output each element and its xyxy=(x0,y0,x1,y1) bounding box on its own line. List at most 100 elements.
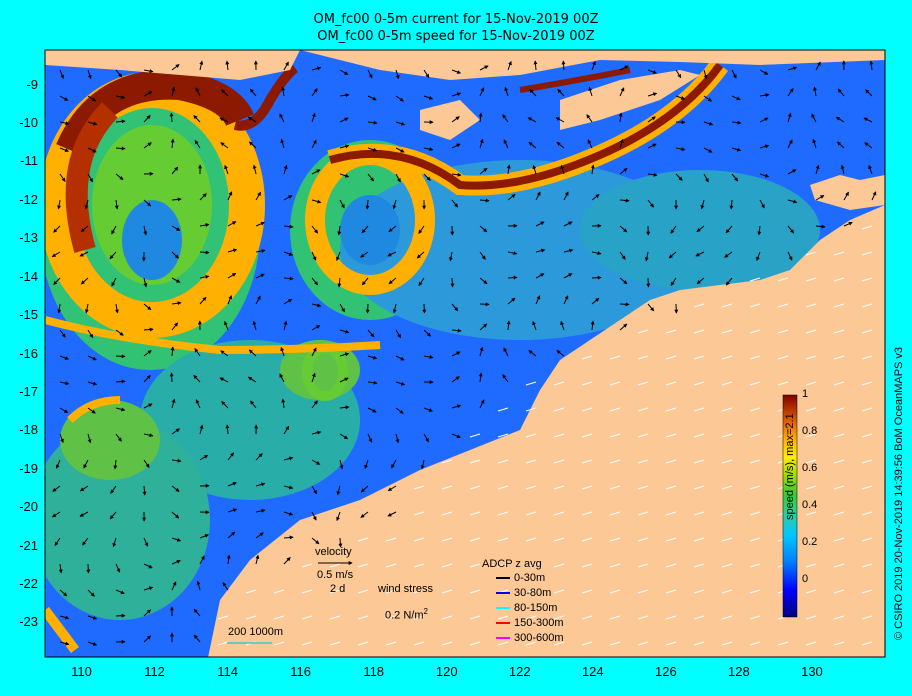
current-arrow xyxy=(532,164,537,175)
current-arrow xyxy=(338,537,343,548)
wind-arrow xyxy=(469,615,481,620)
current-arrow xyxy=(109,251,117,260)
current-arrow xyxy=(644,251,649,262)
current-arrow xyxy=(113,459,118,470)
current-arrow xyxy=(87,69,92,80)
australia-land xyxy=(208,205,885,657)
current-arrow xyxy=(170,138,175,149)
current-arrow xyxy=(87,407,96,414)
wind-arrow xyxy=(665,511,677,516)
current-arrow xyxy=(339,377,349,383)
current-arrow xyxy=(787,112,792,123)
wind-arrow xyxy=(805,277,817,282)
current-arrow xyxy=(367,407,377,413)
current-arrow xyxy=(283,276,294,281)
wind-arrow xyxy=(385,563,397,568)
current-arrow xyxy=(724,251,733,258)
current-arrow xyxy=(339,303,345,313)
current-arrow xyxy=(451,303,459,312)
current-arrow xyxy=(590,164,595,175)
current-arrow xyxy=(57,303,62,314)
current-arrow xyxy=(311,537,320,545)
wind-arrow xyxy=(749,537,761,542)
wind-arrow xyxy=(441,511,453,516)
wind-arrow xyxy=(665,355,677,360)
current-arrow xyxy=(787,251,793,261)
current-arrow xyxy=(255,482,266,487)
current-arrow xyxy=(423,173,431,181)
longitude-tick: 116 xyxy=(290,664,311,679)
wind-arrow xyxy=(749,355,761,360)
wind-arrow xyxy=(609,355,621,360)
current-arrow xyxy=(395,173,401,183)
wind-arrow xyxy=(497,485,509,490)
wind-arrow xyxy=(553,537,565,542)
current-arrow xyxy=(591,251,602,256)
current-arrow xyxy=(111,225,117,235)
wind-arrow xyxy=(861,485,873,490)
current-arrow xyxy=(590,320,595,331)
current-arrow xyxy=(502,114,509,123)
current-arrow xyxy=(619,323,628,331)
wind-arrow xyxy=(749,589,761,594)
current-arrow xyxy=(532,320,537,331)
current-arrow xyxy=(367,69,373,79)
current-arrow xyxy=(199,534,210,539)
wind-arrow xyxy=(833,459,845,464)
wind-arrow xyxy=(497,459,509,464)
wind-arrow xyxy=(777,303,789,308)
current-arrow xyxy=(311,277,319,286)
wind-arrow xyxy=(749,485,761,490)
wind-arrow xyxy=(693,537,705,542)
wind-arrow xyxy=(861,589,873,594)
current-arrow xyxy=(731,173,739,182)
current-arrow xyxy=(787,66,798,71)
wind-arrow xyxy=(525,615,537,620)
current-arrow xyxy=(227,508,238,513)
wind-arrow xyxy=(861,433,873,438)
current-arrow xyxy=(143,142,152,149)
current-arrow xyxy=(725,225,733,234)
wind-arrow xyxy=(525,511,537,516)
current-arrow xyxy=(367,329,375,338)
current-arrow xyxy=(339,459,344,470)
current-arrow xyxy=(647,199,654,208)
current-arrow xyxy=(395,329,402,339)
wind-arrow xyxy=(693,433,705,438)
current-arrow xyxy=(143,375,151,383)
current-arrow xyxy=(279,113,285,123)
wind-arrow xyxy=(721,433,733,438)
longitude-tick: 112 xyxy=(144,664,165,679)
current-arrow xyxy=(336,251,341,262)
current-arrow xyxy=(114,303,119,314)
latitude-tick: -22 xyxy=(19,576,38,591)
wind-arrow xyxy=(805,641,817,646)
current-arrow xyxy=(143,586,154,591)
adcp-swatch xyxy=(496,607,510,610)
wind-arrow xyxy=(441,641,453,646)
wind-arrow xyxy=(777,277,789,282)
current-arrow xyxy=(451,351,461,357)
current-arrow xyxy=(619,251,626,260)
current-arrow xyxy=(367,95,377,101)
current-arrow xyxy=(227,272,237,279)
wind-arrow xyxy=(553,511,565,516)
current-arrow xyxy=(502,374,509,383)
current-arrow xyxy=(195,399,201,409)
current-arrow xyxy=(115,173,124,181)
current-arrow xyxy=(339,173,350,178)
current-arrow xyxy=(87,329,94,339)
current-arrow xyxy=(59,589,68,597)
current-arrow xyxy=(255,554,260,565)
current-arrow xyxy=(311,372,316,383)
wind-arrow xyxy=(721,641,733,646)
current-arrow xyxy=(280,346,285,357)
wind-arrow xyxy=(721,407,733,412)
current-arrow xyxy=(367,433,373,443)
current-arrow xyxy=(59,407,69,414)
current-arrow xyxy=(51,251,61,258)
current-arrow xyxy=(560,164,565,175)
colorbar-tick: 0.4 xyxy=(802,499,818,511)
current-arrow xyxy=(395,121,406,126)
current-arrow xyxy=(479,167,488,175)
